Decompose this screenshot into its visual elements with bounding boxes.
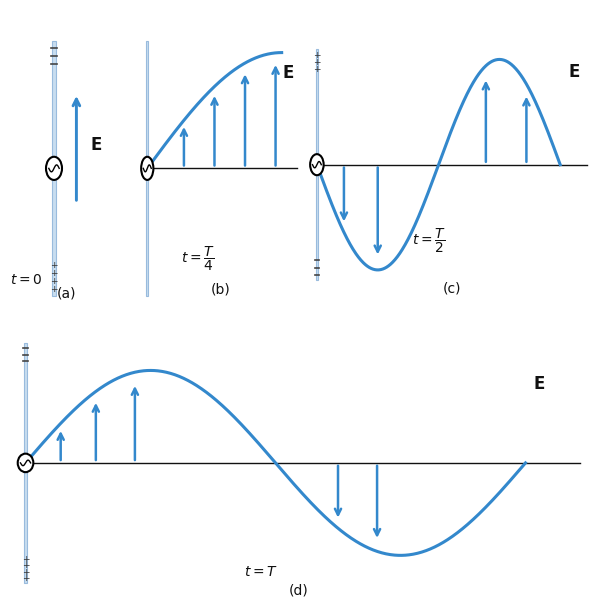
Bar — [24, 343, 27, 453]
Text: $t = 0$: $t = 0$ — [10, 273, 42, 286]
Bar — [316, 49, 318, 154]
Text: +: + — [50, 269, 58, 278]
Text: E: E — [533, 375, 545, 393]
Bar — [316, 175, 318, 280]
Circle shape — [18, 453, 34, 472]
Text: +: + — [22, 567, 29, 576]
Text: (b): (b) — [211, 283, 230, 297]
Bar — [24, 472, 27, 583]
Bar — [146, 41, 148, 157]
Text: +: + — [22, 561, 29, 570]
Bar — [52, 180, 56, 295]
Text: $t = T$: $t = T$ — [244, 565, 278, 579]
Circle shape — [310, 154, 323, 175]
Bar — [146, 180, 148, 295]
Text: (c): (c) — [443, 282, 461, 296]
Circle shape — [141, 157, 154, 180]
Text: E: E — [568, 63, 580, 81]
Text: (d): (d) — [289, 584, 309, 598]
Text: +: + — [313, 58, 320, 67]
Text: $t = \dfrac{T}{4}$: $t = \dfrac{T}{4}$ — [181, 244, 215, 273]
Text: +: + — [313, 51, 320, 60]
Text: (a): (a) — [56, 286, 76, 300]
Circle shape — [46, 157, 62, 180]
Text: +: + — [50, 285, 58, 294]
Text: +: + — [22, 574, 29, 583]
Text: E: E — [283, 65, 294, 83]
Text: $t = \dfrac{T}{2}$: $t = \dfrac{T}{2}$ — [412, 226, 445, 254]
Text: +: + — [313, 66, 320, 74]
Text: +: + — [50, 261, 58, 270]
Text: +: + — [22, 555, 29, 564]
Bar — [52, 41, 56, 157]
Text: E: E — [90, 136, 101, 154]
Text: +: + — [50, 277, 58, 286]
